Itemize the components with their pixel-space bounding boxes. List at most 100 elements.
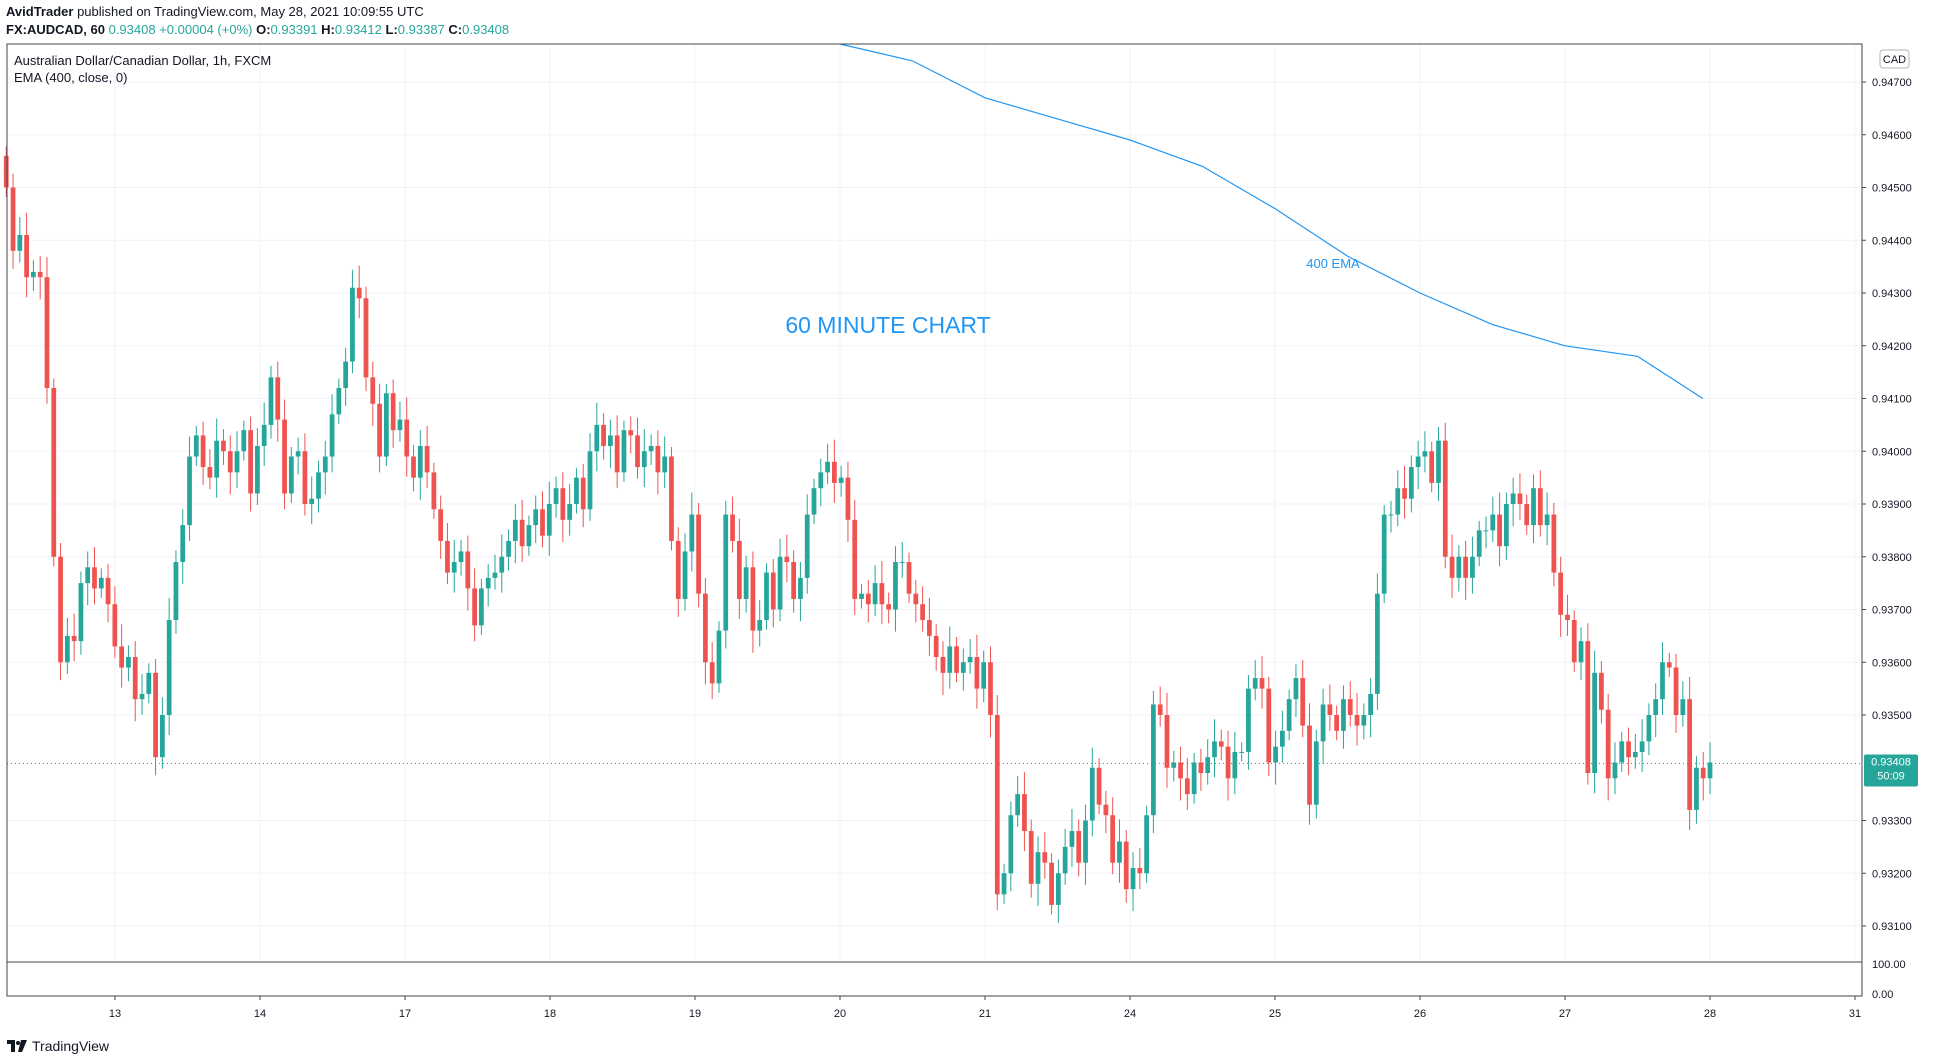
price-tick-label: 0.93600 xyxy=(1872,657,1912,669)
candle xyxy=(1626,727,1631,776)
time-axis[interactable]: 13 14 17 18 19 20 21 24 25 26 27 28 31 xyxy=(109,996,1861,1020)
candle xyxy=(1157,686,1163,727)
candle-body xyxy=(723,514,729,631)
candle xyxy=(927,597,932,656)
candle-body xyxy=(736,540,742,599)
candle xyxy=(1130,852,1136,912)
candle-body xyxy=(872,583,878,605)
candle-body xyxy=(1083,820,1088,863)
candle-body xyxy=(1544,514,1550,526)
candle-body xyxy=(1252,678,1258,689)
bar-countdown: 50:09 xyxy=(1877,771,1905,783)
candle xyxy=(431,462,437,519)
candle xyxy=(1178,746,1183,801)
candle xyxy=(44,257,50,404)
candle xyxy=(764,563,769,630)
candle xyxy=(234,431,240,489)
candle xyxy=(302,433,308,516)
candle xyxy=(1619,731,1625,772)
candle xyxy=(282,399,287,510)
candle-body xyxy=(1694,767,1699,810)
price-tick-label: 0.93800 xyxy=(1872,552,1912,564)
candle-body xyxy=(1442,440,1448,557)
candle xyxy=(1639,719,1645,772)
candle xyxy=(526,515,532,556)
candle-body xyxy=(1626,741,1631,758)
candle-body xyxy=(852,519,858,599)
candle-body xyxy=(1531,488,1536,526)
candle xyxy=(1361,703,1367,740)
candle xyxy=(1592,650,1597,794)
candle-body xyxy=(831,461,837,483)
candle-body xyxy=(811,488,817,515)
price-axis[interactable]: 0.94700 0.94600 0.94500 0.94400 0.94300 0.942… xyxy=(1862,77,1912,933)
candle xyxy=(451,539,457,593)
time-tick-label: 31 xyxy=(1849,1008,1861,1020)
ohlc-header: FX:AUDCAD, 60 0.93408 +0.00004 (+0%) O:0… xyxy=(6,22,509,37)
currency-badge[interactable] xyxy=(1879,49,1910,69)
candle-body xyxy=(703,593,708,663)
candle xyxy=(1089,747,1095,837)
candle-body xyxy=(153,672,158,758)
candle-body xyxy=(1483,530,1489,532)
candle xyxy=(553,476,559,518)
candle-body xyxy=(1055,873,1061,905)
candle-body xyxy=(1300,678,1306,726)
candle xyxy=(1313,729,1319,819)
candle xyxy=(1470,536,1475,594)
ema-400-line xyxy=(839,43,1704,400)
candle-body xyxy=(465,551,471,589)
candle-body xyxy=(221,440,226,452)
candle xyxy=(1273,730,1278,785)
candle-body xyxy=(770,572,776,610)
price-tick-label: 0.93200 xyxy=(1872,868,1912,880)
candle-body xyxy=(865,593,871,605)
candle-body xyxy=(1232,751,1238,779)
author-name[interactable]: AvidTrader xyxy=(6,4,74,19)
candle xyxy=(71,613,77,662)
candle xyxy=(1198,748,1204,791)
candle-body xyxy=(1700,767,1706,779)
candle-body xyxy=(750,567,756,631)
candle-body xyxy=(1497,514,1502,547)
candle-body xyxy=(1599,672,1604,710)
footer-brand[interactable]: TradingView xyxy=(6,1038,109,1054)
candle xyxy=(1707,742,1713,795)
candle-body xyxy=(363,298,369,378)
candle-body xyxy=(1368,693,1373,715)
candle-body xyxy=(1619,741,1625,763)
candle-body xyxy=(492,572,498,578)
price-tick-label: 0.94600 xyxy=(1872,130,1912,142)
candle-body xyxy=(1415,456,1421,468)
candle xyxy=(1449,534,1455,598)
candle-body xyxy=(479,588,484,626)
candle xyxy=(78,571,84,655)
candle xyxy=(363,286,369,392)
candle xyxy=(1422,431,1428,473)
legend-ema: EMA (400, close, 0) xyxy=(14,70,127,85)
candle-body xyxy=(757,620,763,631)
candle-body xyxy=(859,593,864,599)
candle-body xyxy=(730,514,735,541)
candle xyxy=(1232,731,1238,795)
candle xyxy=(1368,678,1373,738)
time-tick-label: 26 xyxy=(1414,1008,1426,1020)
candle-body xyxy=(268,377,274,425)
candle-body xyxy=(669,456,674,541)
candle-body xyxy=(1666,662,1672,668)
candle-body xyxy=(1653,699,1659,715)
candle xyxy=(438,495,444,559)
candle-body xyxy=(1178,762,1183,779)
candle xyxy=(1653,683,1659,738)
candle-body xyxy=(37,271,43,278)
candle xyxy=(1395,470,1401,527)
candle xyxy=(1307,703,1312,825)
candle xyxy=(743,555,749,613)
candle xyxy=(417,430,423,500)
candle-body xyxy=(126,656,131,668)
candle-body xyxy=(1286,699,1292,731)
candle xyxy=(1062,828,1068,885)
low-value: 0.93387 xyxy=(397,22,445,37)
candle-body xyxy=(24,234,29,278)
